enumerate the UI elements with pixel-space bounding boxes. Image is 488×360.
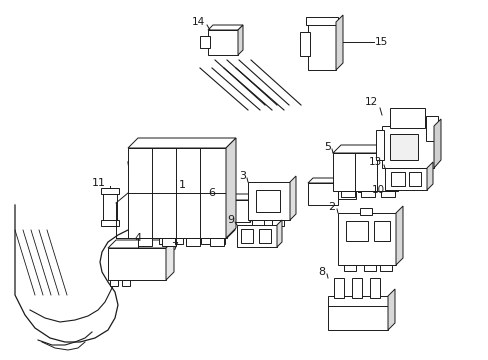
Polygon shape xyxy=(289,176,295,220)
Polygon shape xyxy=(165,240,174,280)
Polygon shape xyxy=(238,25,243,55)
Text: 1: 1 xyxy=(178,180,185,190)
Bar xyxy=(375,130,383,160)
Bar xyxy=(259,229,270,243)
Bar xyxy=(108,248,165,280)
Bar xyxy=(389,134,417,160)
Bar xyxy=(200,36,209,48)
Bar xyxy=(425,116,437,141)
Bar xyxy=(343,265,355,271)
Bar xyxy=(237,225,276,247)
Polygon shape xyxy=(307,178,342,183)
Bar xyxy=(346,221,367,241)
Bar xyxy=(155,192,226,238)
Bar xyxy=(138,238,152,246)
Bar xyxy=(373,221,389,241)
Polygon shape xyxy=(207,25,243,30)
Bar xyxy=(101,220,119,226)
Bar xyxy=(381,126,433,168)
Polygon shape xyxy=(209,194,256,200)
Bar xyxy=(307,22,335,70)
Bar xyxy=(408,172,420,186)
Bar xyxy=(185,238,200,246)
Bar xyxy=(305,17,337,25)
Bar xyxy=(101,188,119,194)
Bar xyxy=(222,222,227,227)
Bar xyxy=(215,238,224,244)
Bar xyxy=(241,229,252,243)
Bar xyxy=(360,191,374,197)
Text: 11: 11 xyxy=(92,178,106,188)
Text: 7: 7 xyxy=(171,242,178,252)
Bar xyxy=(337,213,395,265)
Text: 3: 3 xyxy=(239,171,245,181)
Bar xyxy=(380,191,394,197)
Text: 2: 2 xyxy=(327,202,334,212)
Text: 9: 9 xyxy=(226,215,234,225)
Bar xyxy=(162,238,176,246)
Bar xyxy=(186,238,197,244)
Bar xyxy=(340,191,354,197)
Polygon shape xyxy=(335,15,342,70)
Text: 15: 15 xyxy=(374,37,387,47)
Bar xyxy=(384,168,426,190)
Text: 8: 8 xyxy=(317,267,325,277)
Bar xyxy=(327,296,387,330)
Polygon shape xyxy=(433,119,440,168)
Bar xyxy=(299,32,309,56)
Bar xyxy=(363,265,375,271)
Text: 14: 14 xyxy=(191,17,204,27)
Bar xyxy=(122,280,130,286)
Text: 13: 13 xyxy=(368,157,381,167)
Text: 4: 4 xyxy=(134,233,141,243)
Bar xyxy=(247,182,289,220)
Polygon shape xyxy=(276,220,282,247)
Bar xyxy=(333,278,343,298)
Bar xyxy=(207,30,238,55)
Bar xyxy=(271,220,284,226)
Bar xyxy=(332,153,397,191)
Bar xyxy=(209,200,249,222)
Polygon shape xyxy=(397,145,405,191)
Bar xyxy=(251,220,264,226)
Polygon shape xyxy=(155,184,235,192)
Bar xyxy=(337,189,355,199)
Bar xyxy=(209,238,224,246)
Bar xyxy=(369,278,379,298)
Polygon shape xyxy=(249,194,256,222)
Polygon shape xyxy=(226,184,235,238)
Bar xyxy=(103,188,117,226)
Bar xyxy=(359,208,371,215)
Polygon shape xyxy=(108,240,174,248)
Bar xyxy=(128,148,225,238)
Bar xyxy=(389,108,424,128)
Text: 12: 12 xyxy=(364,97,377,107)
Bar xyxy=(159,238,169,244)
Bar xyxy=(212,222,218,227)
Bar xyxy=(351,278,361,298)
Bar xyxy=(110,280,118,286)
Polygon shape xyxy=(426,162,432,190)
Bar xyxy=(173,238,183,244)
Bar xyxy=(379,265,391,271)
Polygon shape xyxy=(128,138,236,148)
Text: 5: 5 xyxy=(324,142,330,152)
Bar xyxy=(307,183,337,205)
Polygon shape xyxy=(332,145,405,153)
Bar xyxy=(201,238,210,244)
Bar xyxy=(390,172,404,186)
Text: 10: 10 xyxy=(371,185,385,195)
Polygon shape xyxy=(225,138,236,238)
Polygon shape xyxy=(387,289,394,330)
Bar xyxy=(256,190,280,212)
Text: 6: 6 xyxy=(208,188,215,198)
Polygon shape xyxy=(395,206,402,265)
